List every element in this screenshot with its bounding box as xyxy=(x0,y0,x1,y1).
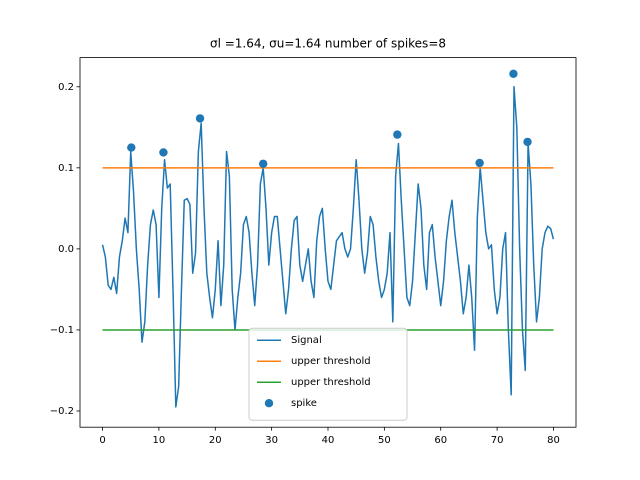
y-tick-label: 0.2 xyxy=(58,82,74,93)
x-tick-label: 60 xyxy=(434,435,447,446)
x-tick-label: 30 xyxy=(265,435,278,446)
spike-point xyxy=(393,130,402,139)
legend-label: Signal xyxy=(291,335,322,346)
y-tick-label: 0.1 xyxy=(58,163,74,174)
legend-box xyxy=(248,327,408,421)
x-tick-label: 10 xyxy=(153,435,166,446)
x-tick-label: 20 xyxy=(209,435,222,446)
y-tick-label: −0.2 xyxy=(50,406,74,417)
spike-point xyxy=(127,143,136,152)
spike-point xyxy=(523,137,532,147)
x-tick-label: 40 xyxy=(322,435,335,446)
y-tick-label: 0.0 xyxy=(58,244,74,255)
axes-frame xyxy=(79,57,577,428)
series-line xyxy=(101,86,555,408)
x-tick-label: 0 xyxy=(99,435,105,446)
chart-title: σl =1.64, σu=1.64 number of spikes=8 xyxy=(210,37,446,51)
spike-point xyxy=(159,148,168,157)
x-tick-label: 70 xyxy=(491,435,504,446)
y-tick-label: −0.1 xyxy=(50,325,74,336)
legend-label: upper threshold xyxy=(291,377,371,388)
x-tick-label: 50 xyxy=(378,435,391,446)
spike-point xyxy=(509,69,518,79)
spike-point xyxy=(195,114,205,123)
legend-marker xyxy=(264,399,274,408)
legend-label: spike xyxy=(291,398,317,409)
spike-point xyxy=(475,158,484,168)
x-tick-label: 80 xyxy=(547,435,560,446)
spike-point xyxy=(258,159,268,168)
legend-label: upper threshold xyxy=(291,356,371,367)
